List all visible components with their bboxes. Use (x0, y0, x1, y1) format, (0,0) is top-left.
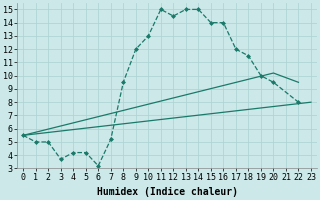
X-axis label: Humidex (Indice chaleur): Humidex (Indice chaleur) (97, 187, 237, 197)
